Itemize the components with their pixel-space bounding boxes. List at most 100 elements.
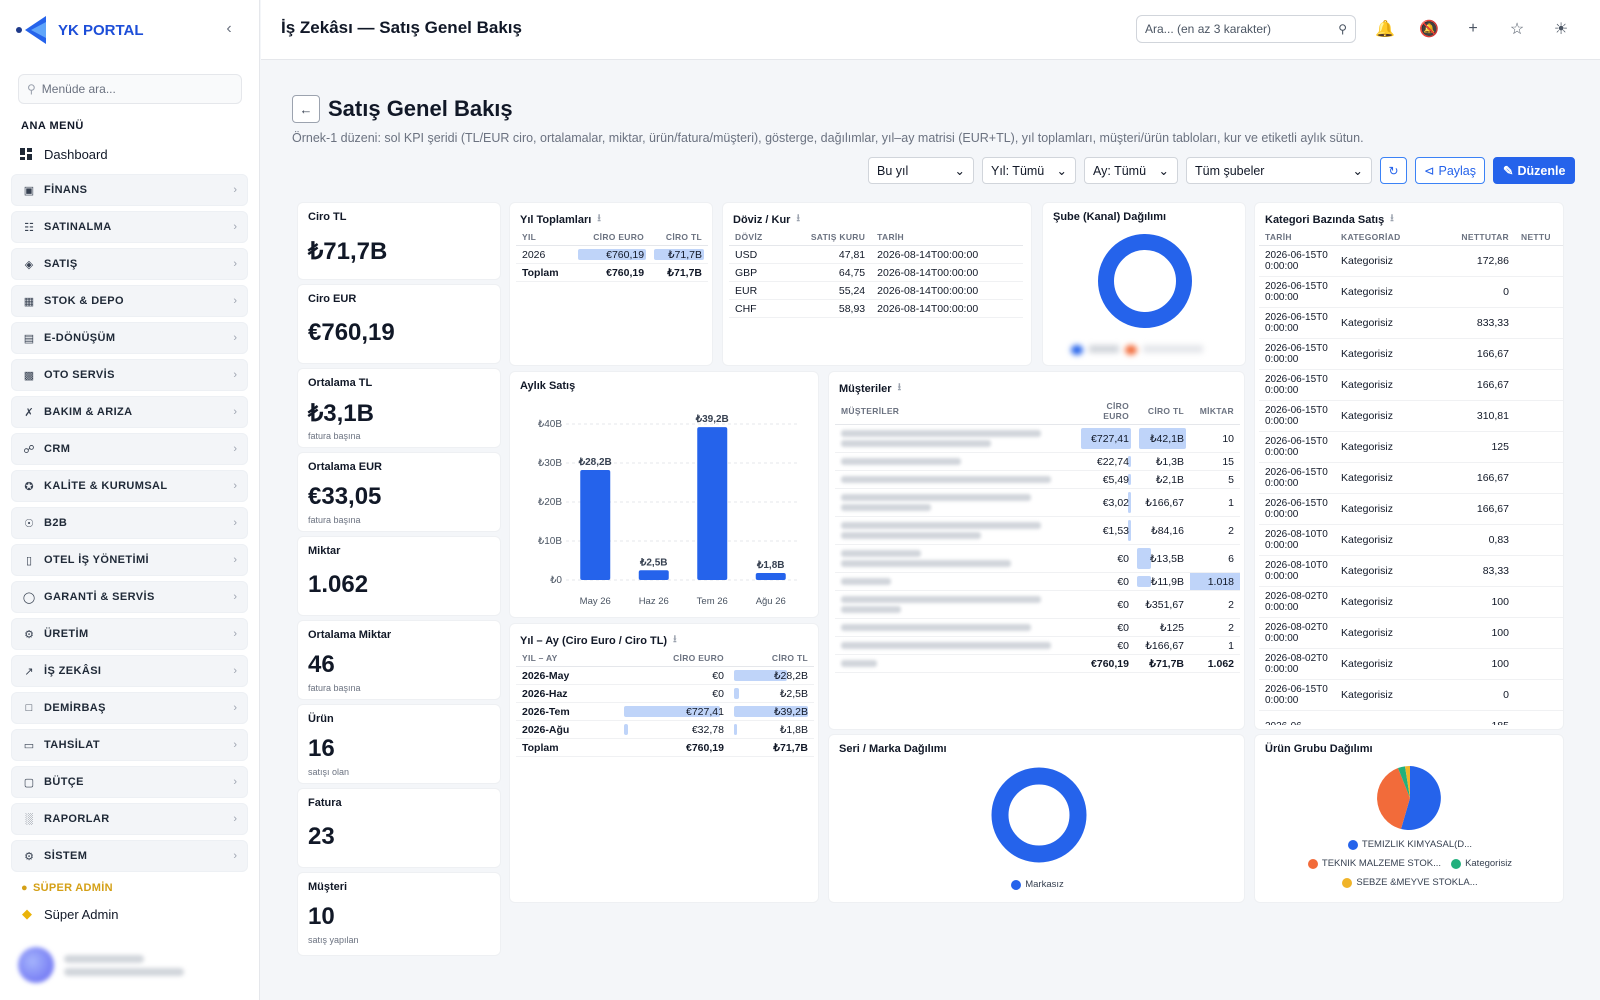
legend-item[interactable]: Markasız (1011, 879, 1064, 890)
date-cell: 2026-06-15T00:00:00 (1259, 245, 1335, 277)
legend-item[interactable]: Kategorisiz (1451, 858, 1512, 869)
sidebar-item-6[interactable]: ✗ BAKIM & ARIZA › (11, 396, 248, 428)
sidebar-item-18[interactable]: ⚙ SİSTEM › (11, 840, 248, 872)
sidebar-item-label: FİNANS (44, 184, 88, 196)
sidebar-item-4[interactable]: ▤ E-DÖNÜŞÜM › (11, 322, 248, 354)
sidebar-item-17[interactable]: ░ RAPORLAR › (11, 803, 248, 835)
legend-item[interactable]: TEMIZLIK KIMYASAL(D... (1347, 839, 1472, 850)
legend-item[interactable]: SEBZE &MEYVE STOKLA... (1342, 877, 1478, 888)
year-select[interactable]: Yıl: Tümü ⌄ (982, 157, 1076, 184)
bar-3[interactable] (755, 572, 786, 580)
ciro-tl-cell: ₺71,7B (650, 245, 708, 264)
ciro-tl-cell: ₺39,2B (729, 702, 814, 721)
chevron-right-icon: › (233, 554, 237, 566)
bar-0[interactable] (580, 470, 611, 580)
bell-off-icon[interactable]: 🔕 (1419, 21, 1439, 38)
month-select[interactable]: Ay: Tümü ⌄ (1084, 157, 1178, 184)
download-icon[interactable]: ⭳ (796, 213, 800, 224)
global-search[interactable]: ⚲ (1136, 15, 1356, 43)
kpi-card-7: Fatura 23 (297, 788, 501, 868)
sidebar-item-label: OTO SERVİS (44, 369, 115, 381)
card-title: Şube (Kanal) Dağılımı (1053, 211, 1167, 223)
refresh-button[interactable]: ↻ (1380, 157, 1407, 184)
table-row: 2026-Tem €727,41 ₺39,2B (516, 702, 814, 721)
bar-2[interactable] (697, 427, 728, 580)
sidebar-item-5[interactable]: ▩ OTO SERVİS › (11, 359, 248, 391)
search-icon[interactable]: ⚲ (1338, 22, 1347, 36)
download-icon[interactable]: ⭳ (897, 382, 902, 393)
sidebar-item-label: SATINALMA (44, 221, 112, 233)
sidebar-item-1[interactable]: ☷ SATINALMA › (11, 211, 248, 243)
customer-name-blurred (835, 470, 1075, 489)
legend-swatch (1011, 879, 1022, 890)
back-button[interactable]: ← (292, 95, 320, 123)
sidebar-item-label: STOK & DEPO (44, 295, 124, 307)
brand-donut (991, 767, 1087, 863)
ciro-tl-cell: ₺42,1B (1135, 424, 1190, 453)
kpi-card-6: Ürün 16 satışı olan (297, 704, 501, 784)
sidebar-item-11[interactable]: ◯ GARANTİ & SERVİS › (11, 581, 248, 613)
sidebar-item-10[interactable]: ▯ OTEL İŞ YÖNETİMİ › (11, 544, 248, 576)
branch-select[interactable]: Tüm şubeler ⌄ (1186, 157, 1372, 184)
legend-item[interactable]: TEKNIK MALZEME STOK... (1307, 858, 1441, 869)
category-table-scroll[interactable]: TARİH KATEGORİAD NETTUTAR NETTU 2026-06-… (1259, 229, 1563, 725)
cart-icon: ☷ (24, 221, 34, 234)
total-label: Toplam (516, 263, 575, 282)
sidebar-item-16[interactable]: ▢ BÜTÇE › (11, 766, 248, 798)
download-icon[interactable]: ⭳ (1390, 213, 1394, 224)
pie-slice-kategorisiz[interactable] (1398, 766, 1410, 798)
sidebar-item-0[interactable]: ▣ FİNANS › (11, 174, 248, 206)
category-cell: Kategorisiz (1335, 431, 1435, 463)
pie-slice-sebze[interactable] (1405, 766, 1410, 798)
bar-1[interactable] (638, 570, 669, 580)
car-icon: ▩ (23, 369, 35, 382)
amount-cell: 83,33 (1435, 555, 1515, 587)
ciro-euro-cell: €3,02 (1075, 488, 1135, 517)
sidebar-item-2[interactable]: ◈ SATIŞ › (11, 248, 248, 280)
shield-icon: ◆ (22, 906, 32, 921)
bell-icon[interactable]: 🔔 (1375, 21, 1395, 38)
global-search-input[interactable] (1145, 22, 1339, 36)
table-row: 2026-08-10T00:00:00 Kategorisiz 83,33 (1259, 555, 1563, 587)
sidebar-item-12[interactable]: ⚙ ÜRETİM › (11, 618, 248, 650)
sidebar-item-14[interactable]: □ DEMİRBAŞ › (11, 692, 248, 724)
menu-search-input[interactable] (41, 82, 222, 96)
plus-icon[interactable]: + (1468, 20, 1478, 37)
amount-cell: 0,83 (1435, 524, 1515, 556)
period-select-value: Bu yıl (877, 163, 909, 178)
download-icon[interactable]: ⭳ (673, 634, 677, 645)
table-row: 2026-06-15T00:00:00 Kategorisiz 172,86 (1259, 245, 1563, 277)
brand-logo[interactable]: YK PORTAL (16, 14, 144, 46)
category-cell: Kategorisiz (1335, 648, 1435, 680)
donut-slice[interactable] (991, 767, 1087, 863)
sidebar-collapse-icon[interactable]: ‹ (226, 20, 232, 37)
chevron-down-icon: ⌄ (954, 164, 965, 178)
sun-icon[interactable]: ☀ (1553, 21, 1569, 38)
user-profile[interactable] (12, 940, 248, 990)
rate-cell: 55,24 (782, 281, 872, 300)
menu-search[interactable]: ⚲ (18, 74, 242, 104)
category-cell: Kategorisiz (1335, 555, 1435, 587)
kpi-value: €33,05 (308, 483, 382, 510)
sidebar-item-dashboard[interactable]: Dashboard (20, 142, 244, 166)
sidebar-item-13[interactable]: ↗ İŞ ZEKÂSI › (11, 655, 248, 687)
pie-slice-temizlik[interactable] (1401, 766, 1441, 830)
download-icon[interactable]: ⭳ (597, 213, 601, 224)
sidebar-item-15[interactable]: ▭ TAHSİLAT › (11, 729, 248, 761)
sidebar-item-super-admin[interactable]: ◆ Süper Admin (22, 906, 118, 922)
share-button[interactable]: ⊲ Paylaş (1415, 157, 1486, 184)
kpi-subtext: fatura başına (308, 515, 361, 525)
sidebar-item-label: SİSTEM (44, 850, 88, 862)
edit-button[interactable]: ✎ Düzenle (1493, 157, 1576, 184)
sidebar-item-3[interactable]: ▦ STOK & DEPO › (11, 285, 248, 317)
table-row: €5,49 ₺2,1B 5 (835, 470, 1240, 489)
sidebar-item-7[interactable]: ☍ CRM › (11, 433, 248, 465)
wallet-icon: ▢ (23, 776, 35, 789)
star-icon[interactable]: ☆ (1509, 21, 1525, 38)
period-select[interactable]: Bu yıl ⌄ (868, 157, 974, 184)
sidebar-item-9[interactable]: ☉ B2B › (11, 507, 248, 539)
sidebar-item-8[interactable]: ✪ KALİTE & KURUMSAL › (11, 470, 248, 502)
donut-slice[interactable] (1098, 234, 1192, 328)
customers-table: MÜŞTERİLER CİRO EURO CİRO TL MİKTAR €727… (835, 398, 1240, 673)
pie-slice-teknik[interactable] (1377, 768, 1410, 829)
